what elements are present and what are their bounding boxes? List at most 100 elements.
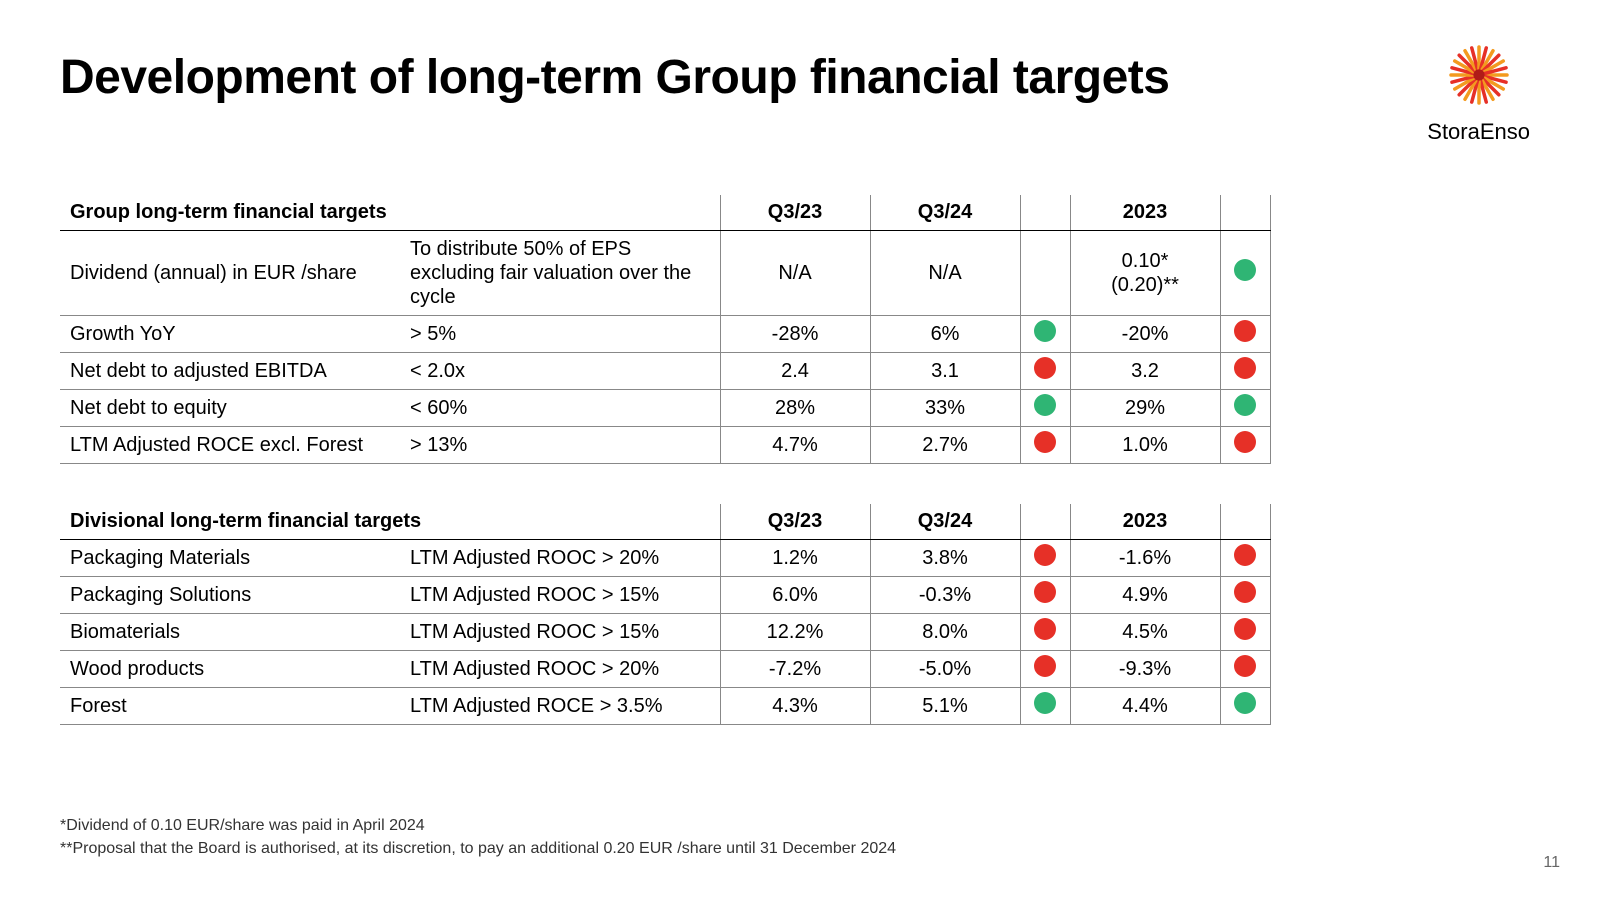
- year-cell: -9.3%: [1070, 651, 1220, 688]
- metric-cell: Wood products: [60, 651, 400, 688]
- target-cell: LTM Adjusted ROOC > 15%: [400, 614, 720, 651]
- status-dot-red: [1234, 581, 1256, 603]
- target-cell: LTM Adjusted ROCE > 3.5%: [400, 688, 720, 725]
- target-cell: > 13%: [400, 427, 720, 464]
- year-cell: 4.5%: [1070, 614, 1220, 651]
- col-q2: Q3/24: [870, 195, 1020, 231]
- page-number: 11: [1543, 854, 1560, 872]
- status-dot-red: [1034, 618, 1056, 640]
- q2-cell: -5.0%: [870, 651, 1020, 688]
- target-cell: < 60%: [400, 390, 720, 427]
- table-header-row: Group long-term financial targets Q3/23 …: [60, 195, 1270, 231]
- metric-cell: Net debt to adjusted EBITDA: [60, 353, 400, 390]
- dot1-cell: [1020, 540, 1070, 577]
- group-targets-table: Group long-term financial targets Q3/23 …: [60, 195, 1271, 464]
- q1-cell: -28%: [720, 316, 870, 353]
- status-dot-green: [1234, 394, 1256, 416]
- status-dot-green: [1034, 692, 1056, 714]
- col-dot2: [1220, 504, 1270, 540]
- q2-cell: 3.8%: [870, 540, 1020, 577]
- table-row: ForestLTM Adjusted ROCE > 3.5%4.3%5.1% 4.…: [60, 688, 1270, 725]
- metric-cell: Dividend (annual) in EUR /share: [60, 231, 400, 316]
- footnotes: *Dividend of 0.10 EUR/share was paid in …: [60, 815, 896, 860]
- table-row: Growth YoY> 5%-28%6%-20%: [60, 316, 1270, 353]
- dot1-cell: [1020, 390, 1070, 427]
- slide: Development of long-term Group financial…: [0, 0, 1600, 900]
- dot2-cell: [1220, 614, 1270, 651]
- year-cell: 1.0%: [1070, 427, 1220, 464]
- year-cell: 3.2: [1070, 353, 1220, 390]
- metric-cell: Net debt to equity: [60, 390, 400, 427]
- status-dot-red: [1234, 357, 1256, 379]
- status-dot-red: [1034, 655, 1056, 677]
- div-header-title: Divisional long-term financial targets: [60, 504, 720, 540]
- dot2-cell: [1220, 390, 1270, 427]
- table-row: Packaging MaterialsLTM Adjusted ROOC > 2…: [60, 540, 1270, 577]
- q2-cell: 8.0%: [870, 614, 1020, 651]
- dot2-cell: [1220, 688, 1270, 725]
- status-dot-red: [1234, 320, 1256, 342]
- year-cell: -1.6%: [1070, 540, 1220, 577]
- q2-cell: 33%: [870, 390, 1020, 427]
- col-year: 2023: [1070, 504, 1220, 540]
- year-cell: 4.4%: [1070, 688, 1220, 725]
- q2-cell: 5.1%: [870, 688, 1020, 725]
- status-dot-red: [1234, 544, 1256, 566]
- status-dot-red: [1234, 655, 1256, 677]
- year-cell: 4.9%: [1070, 577, 1220, 614]
- brand-logo-block: StoraEnso: [1427, 40, 1530, 145]
- table-row: LTM Adjusted ROCE excl. Forest> 13%4.7%2…: [60, 427, 1270, 464]
- metric-cell: Forest: [60, 688, 400, 725]
- table-row: Wood productsLTM Adjusted ROOC > 20%-7.2…: [60, 651, 1270, 688]
- table-row: Net debt to equity< 60%28%33%29%: [60, 390, 1270, 427]
- col-year: 2023: [1070, 195, 1220, 231]
- q1-cell: N/A: [720, 231, 870, 316]
- q1-cell: 2.4: [720, 353, 870, 390]
- dot2-cell: [1220, 316, 1270, 353]
- q1-cell: 4.7%: [720, 427, 870, 464]
- metric-cell: Packaging Materials: [60, 540, 400, 577]
- q1-cell: -7.2%: [720, 651, 870, 688]
- target-cell: LTM Adjusted ROOC > 20%: [400, 540, 720, 577]
- q1-cell: 12.2%: [720, 614, 870, 651]
- status-dot-red: [1034, 357, 1056, 379]
- brand-name: StoraEnso: [1427, 119, 1530, 145]
- year-cell: 0.10*(0.20)**: [1070, 231, 1220, 316]
- dot1-cell: [1020, 316, 1070, 353]
- col-q1: Q3/23: [720, 195, 870, 231]
- q2-cell: 2.7%: [870, 427, 1020, 464]
- table-row: BiomaterialsLTM Adjusted ROOC > 15%12.2%…: [60, 614, 1270, 651]
- dot1-cell: [1020, 577, 1070, 614]
- target-cell: > 5%: [400, 316, 720, 353]
- q2-cell: N/A: [870, 231, 1020, 316]
- metric-cell: Biomaterials: [60, 614, 400, 651]
- sun-logo-icon: [1434, 40, 1524, 110]
- target-cell: < 2.0x: [400, 353, 720, 390]
- col-dot2: [1220, 195, 1270, 231]
- page-title: Development of long-term Group financial…: [60, 50, 1540, 105]
- metric-cell: LTM Adjusted ROCE excl. Forest: [60, 427, 400, 464]
- table-row: Packaging SolutionsLTM Adjusted ROOC > 1…: [60, 577, 1270, 614]
- col-dot1: [1020, 195, 1070, 231]
- dot1-cell: [1020, 353, 1070, 390]
- year-cell: 29%: [1070, 390, 1220, 427]
- target-cell: LTM Adjusted ROOC > 15%: [400, 577, 720, 614]
- table-row: Dividend (annual) in EUR /shareTo distri…: [60, 231, 1270, 316]
- target-cell: To distribute 50% of EPS excluding fair …: [400, 231, 720, 316]
- metric-cell: Growth YoY: [60, 316, 400, 353]
- dot2-cell: [1220, 427, 1270, 464]
- table-row: Net debt to adjusted EBITDA< 2.0x2.43.13…: [60, 353, 1270, 390]
- dot2-cell: [1220, 540, 1270, 577]
- dot2-cell: [1220, 651, 1270, 688]
- metric-cell: Packaging Solutions: [60, 577, 400, 614]
- status-dot-green: [1034, 320, 1056, 342]
- q2-cell: -0.3%: [870, 577, 1020, 614]
- dot1-cell: [1020, 651, 1070, 688]
- table-header-row: Divisional long-term financial targets Q…: [60, 504, 1270, 540]
- status-dot-red: [1234, 431, 1256, 453]
- status-dot-red: [1034, 581, 1056, 603]
- q2-cell: 6%: [870, 316, 1020, 353]
- status-dot-green: [1234, 692, 1256, 714]
- q1-cell: 4.3%: [720, 688, 870, 725]
- status-dot-red: [1034, 431, 1056, 453]
